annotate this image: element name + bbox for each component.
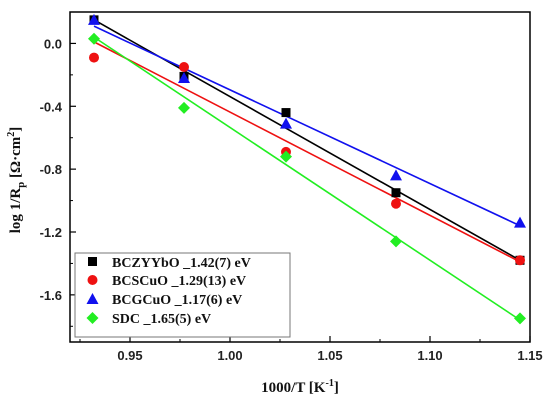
x-axis-title-main: 1000/T [K bbox=[261, 380, 326, 396]
x-tick-label: 0.95 bbox=[117, 348, 142, 363]
legend-marker-triangle bbox=[86, 293, 99, 304]
data-point-circle bbox=[391, 198, 401, 209]
x-axis-title-end: ] bbox=[334, 380, 339, 396]
fit-line bbox=[93, 25, 521, 227]
x-tick-labels: 0.95 1.00 1.05 1.10 1.15 bbox=[117, 348, 542, 363]
legend-label: BCZYYbO _1.42(7) eV bbox=[112, 256, 251, 271]
y-axis-title-sub: p bbox=[15, 182, 27, 188]
y-tick-label: -0.8 bbox=[40, 162, 62, 177]
y-axis-title-main: log 1/R bbox=[8, 188, 24, 234]
fit-line bbox=[93, 36, 521, 321]
legend-label: BCGCuO _1.17(6) eV bbox=[112, 293, 242, 308]
data-point-triangle bbox=[88, 13, 100, 25]
data-point-diamond bbox=[178, 101, 190, 114]
y-tick-label: 0.0 bbox=[44, 36, 62, 51]
y-axis-title-sup: 2 bbox=[6, 132, 17, 137]
legend-box bbox=[74, 252, 291, 338]
data-point-circle bbox=[179, 62, 189, 72]
x-tick-label: 1.10 bbox=[417, 348, 442, 363]
data-point-triangle bbox=[178, 72, 190, 83]
x-axis-title: 1000/T [K-1] bbox=[261, 378, 339, 396]
tick-marks bbox=[70, 42, 531, 342]
data-point-circle bbox=[89, 52, 99, 63]
data-points bbox=[88, 13, 526, 325]
legend-label: SDC _1.65(5) eV bbox=[112, 312, 211, 327]
y-axis-title: log 1/Rp [Ω·cm2] bbox=[6, 127, 27, 233]
legend-marker-diamond bbox=[86, 312, 99, 324]
x-tick-label: 1.05 bbox=[317, 348, 342, 363]
data-point-square bbox=[281, 108, 291, 118]
y-tick-labels: 0.0 -0.4 -0.8 -1.2 -1.6 bbox=[40, 36, 63, 302]
y-tick-label: -1.6 bbox=[40, 288, 62, 303]
data-point-circle bbox=[515, 255, 525, 266]
y-tick-label: -0.4 bbox=[40, 99, 63, 114]
data-point-diamond bbox=[390, 235, 402, 248]
y-tick-label: -1.2 bbox=[40, 225, 62, 240]
fit-lines bbox=[93, 19, 521, 321]
data-point-triangle bbox=[390, 169, 402, 181]
y-axis-title-end: ] bbox=[8, 127, 24, 132]
x-tick-label: 1.15 bbox=[517, 348, 542, 363]
legend-marker-circle bbox=[87, 275, 98, 285]
legend-label: BCSCuO _1.29(13) eV bbox=[112, 274, 246, 289]
x-tick-label: 1.00 bbox=[217, 348, 242, 363]
x-axis-title-sup: -1 bbox=[325, 378, 333, 389]
y-axis-title-rest: [Ω·cm bbox=[8, 136, 24, 181]
data-point-square bbox=[391, 188, 401, 198]
data-point-triangle bbox=[280, 117, 292, 129]
plot-frame bbox=[69, 11, 531, 343]
data-point-triangle bbox=[514, 216, 526, 228]
data-point-diamond bbox=[514, 312, 526, 325]
data-point-diamond bbox=[280, 150, 292, 163]
fit-line bbox=[93, 41, 521, 263]
legend: BCZYYbO _1.42(7) eV BCSCuO _1.29(13) eV … bbox=[74, 252, 291, 338]
legend-marker-square bbox=[88, 257, 97, 266]
data-point-diamond bbox=[88, 32, 100, 45]
